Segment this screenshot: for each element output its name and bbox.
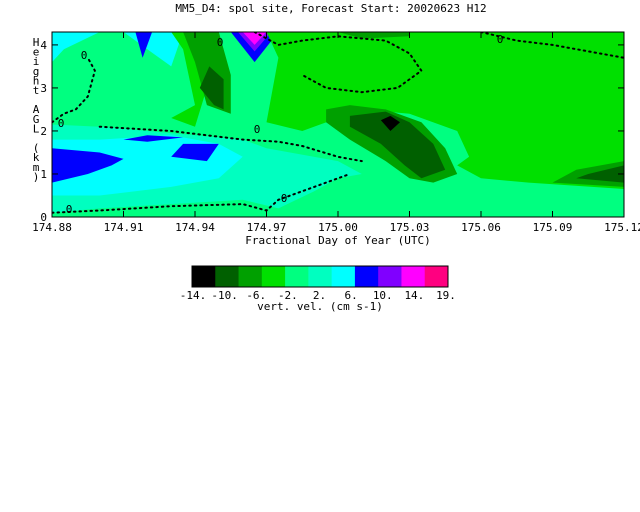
- colorbar-swatch: [401, 266, 426, 287]
- contour-region: [171, 143, 219, 162]
- y-axis-label-char: A: [33, 103, 40, 116]
- colorbar-swatch: [238, 266, 263, 287]
- y-axis-label-char: k: [33, 151, 40, 164]
- y-tick-label: 2: [40, 125, 47, 138]
- colorbar-swatch: [215, 266, 240, 287]
- contour-region: [199, 66, 224, 110]
- y-axis-label-char: i: [33, 55, 40, 68]
- colorbar-swatch: [354, 266, 379, 287]
- contour-region: [52, 148, 124, 183]
- x-tick-label: 175.00: [318, 221, 358, 234]
- colorbar-tick-label: 19.: [436, 289, 456, 302]
- x-tick-label: 174.88: [32, 221, 72, 234]
- contour-region: [278, 32, 422, 93]
- y-tick-label: 1: [40, 168, 47, 181]
- y-axis-label-char: H: [33, 36, 40, 49]
- colorbar-swatch: [192, 266, 216, 287]
- contour-region: [380, 115, 400, 131]
- colorbar-swatch: [424, 266, 449, 287]
- x-tick-label: 174.94: [175, 221, 215, 234]
- zero-contour-line: [52, 173, 351, 214]
- colorbar-tick-label: 2.: [313, 289, 326, 302]
- colorbar-tick-label: 10.: [373, 289, 393, 302]
- y-axis-label-char: ): [33, 170, 40, 183]
- contour-plot: [52, 32, 624, 217]
- y-tick-label: 3: [40, 82, 47, 95]
- y-tick-label: 4: [40, 39, 47, 52]
- y-axis-label-char: (: [33, 142, 40, 155]
- zero-label: 0: [497, 33, 504, 46]
- y-tick-label: 0: [40, 211, 47, 224]
- contour-region: [135, 32, 153, 58]
- y-axis-label-char: m: [33, 161, 40, 174]
- x-tick-label: 175.03: [390, 221, 430, 234]
- zero-contour-line: [98, 125, 363, 163]
- zero-label: 0: [254, 123, 261, 136]
- y-axis-label-char: t: [33, 84, 40, 97]
- chart-title: MM5_D4: spol site, Forecast Start: 20020…: [175, 2, 486, 15]
- colorbar-swatch: [378, 266, 402, 287]
- colorbar-tick-label: -6.: [246, 289, 266, 302]
- colorbar-tick-labels: -14. -10. -6. -2. 2. 6. 10. 14. 19.: [180, 289, 456, 302]
- colorbar-swatch: [261, 266, 286, 287]
- contour-region: [52, 32, 100, 63]
- zero-contour-line: [480, 32, 624, 59]
- contour-region: [576, 165, 624, 183]
- x-tick-label: 175.09: [533, 221, 573, 234]
- colorbar-tick-label: -14.: [180, 289, 207, 302]
- y-axis-label-char: e: [33, 46, 40, 59]
- x-axis: 174.88 174.91 174.94 174.97 175.00 175.03 175.…: [32, 32, 640, 234]
- y-axis-label-char: G: [33, 113, 40, 126]
- zero-label: 0: [58, 117, 65, 130]
- colorbar-swatch: [308, 266, 333, 287]
- zero-contour-line: [52, 56, 96, 124]
- zero-label: 0: [66, 203, 73, 216]
- contour-region: [123, 135, 184, 142]
- contour-region: [338, 32, 410, 39]
- zero-contour-line: [253, 32, 423, 94]
- y-axis-label-char: L: [33, 122, 40, 135]
- colorbar-label: vert. vel. (cm s-1): [257, 300, 383, 313]
- colorbar-tick-label: 14.: [404, 289, 424, 302]
- colorbar-swatch: [285, 266, 309, 287]
- colorbar-swatch: [331, 266, 356, 287]
- zero-label: 0: [81, 49, 88, 62]
- colorbar-frame: [191, 265, 449, 288]
- x-tick-label: 175.06: [461, 221, 501, 234]
- zero-label: 0: [217, 36, 224, 49]
- x-tick-label: 174.91: [104, 221, 144, 234]
- colorbar-tick-label: -2.: [278, 289, 298, 302]
- zero-label: 0: [281, 192, 288, 205]
- colorbar-tick-label: 6.: [345, 289, 358, 302]
- x-axis-label: Fractional Day of Year (UTC): [245, 234, 430, 247]
- zero-contour-labels: 0 0 0 0 0 0 0: [58, 33, 504, 216]
- x-tick-label: 174.97: [247, 221, 287, 234]
- zero-contour-lines: [52, 32, 624, 214]
- colorbar-tick-label: -10.: [211, 289, 238, 302]
- contour-region: [349, 111, 446, 179]
- y-axis-label-char: h: [33, 74, 40, 87]
- y-axis-label-char: g: [33, 65, 40, 78]
- colorbar: [191, 265, 449, 288]
- y-axis: 0 1 2 3 4: [40, 39, 624, 224]
- x-tick-label: 175.12: [604, 221, 640, 234]
